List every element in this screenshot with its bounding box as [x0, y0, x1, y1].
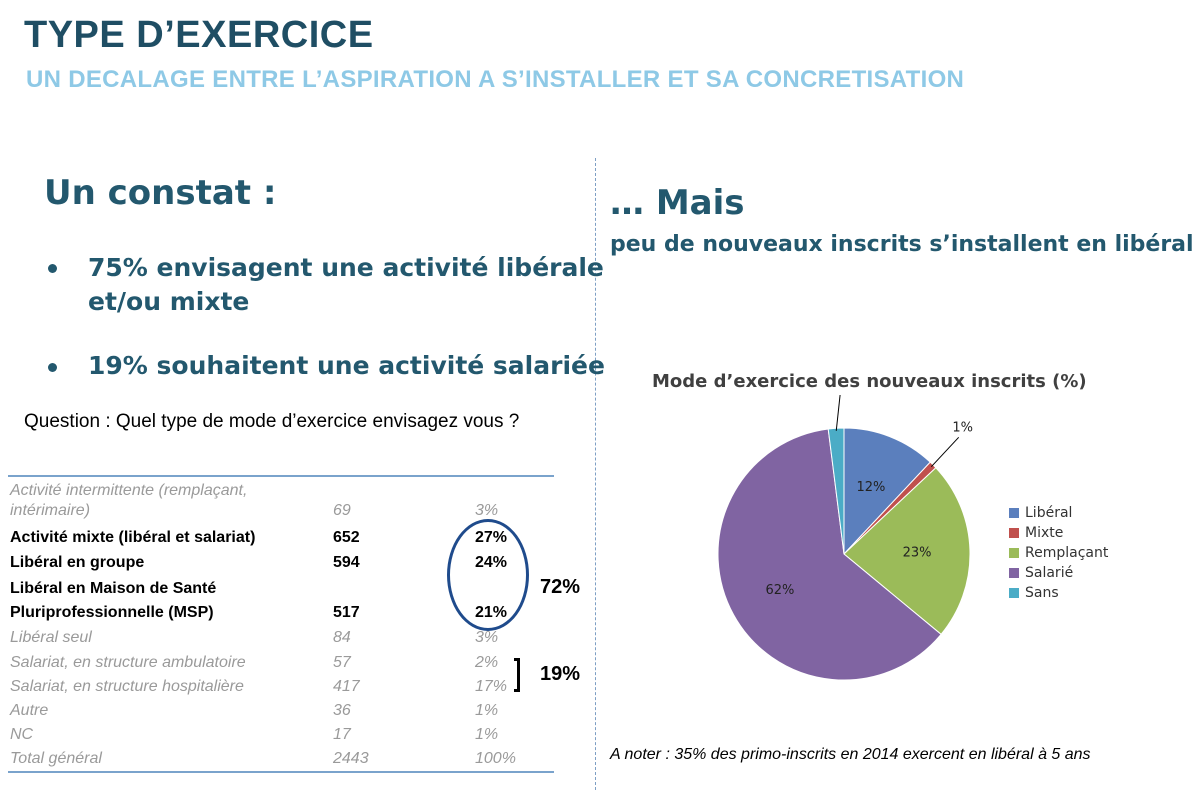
- pie-label-remplaçant: 23%: [903, 546, 932, 561]
- table-row-pct: 3%: [475, 629, 499, 646]
- pie-slice-salarié: [717, 428, 942, 681]
- chart-title: Mode d’exercice des nouveaux inscrits (%…: [652, 371, 1087, 392]
- legend-item: Sans: [1009, 583, 1108, 603]
- table-row-count: 594: [333, 554, 360, 571]
- legend-label: Mixte: [1025, 525, 1064, 541]
- table-row-count: 17: [333, 726, 351, 743]
- salariat-group-total: 19%: [540, 663, 581, 685]
- pie-leader-mixte: [930, 436, 960, 468]
- legend-label: Remplaçant: [1025, 545, 1109, 561]
- table-row-count: 652: [333, 529, 360, 546]
- question-text: Question : Quel type de mode d’exercice …: [24, 411, 520, 432]
- pie-label-libéral: 12%: [856, 480, 885, 495]
- table-top-rule: [8, 475, 554, 477]
- table-row-count: 2443: [333, 750, 369, 767]
- table-row-label: Autre: [10, 702, 49, 719]
- liberal-group-oval: [447, 519, 529, 631]
- bullet-liberal-line1: 75% envisagent une activité libérale: [88, 253, 604, 282]
- pie-label-mixte: 1%: [952, 420, 973, 435]
- table-row-label: NC: [10, 726, 34, 743]
- table-row-label: Salariat, en structure hospitalière: [10, 678, 244, 695]
- table-row-label-cont: intérimaire): [10, 502, 91, 519]
- constat-heading: Un constat :: [44, 173, 277, 213]
- table-row-count: 84: [333, 629, 351, 646]
- page-title: TYPE D’EXERCICE: [24, 14, 374, 56]
- table-row-label: Activité mixte (libéral et salariat): [10, 529, 256, 546]
- table-row-label: Libéral en Maison de Santé: [10, 580, 217, 597]
- bullet-salarie-line1: 19% souhaitent une activité salariée: [88, 351, 605, 380]
- mais-heading: … Mais: [610, 183, 745, 223]
- bullet-salarie: 19% souhaitent une activité salariée: [88, 349, 605, 383]
- table-row-count: 69: [333, 502, 351, 519]
- table-bottom-rule: [8, 771, 554, 773]
- liberal-group-total: 72%: [540, 576, 581, 598]
- table-row-count: 36: [333, 702, 351, 719]
- table-row-count: 57: [333, 654, 351, 671]
- pie-slice-remplaçant: [843, 467, 971, 636]
- page-subtitle: UN DECALAGE ENTRE L’ASPIRATION A S’INSTA…: [26, 66, 965, 93]
- table-row-pct: 3%: [475, 502, 499, 519]
- legend-label: Libéral: [1025, 505, 1073, 521]
- legend-swatch: [1009, 548, 1019, 558]
- pie-chart: 12%1%23%62%2%: [717, 395, 973, 681]
- column-divider: [595, 158, 596, 790]
- table-row-label: Total général: [10, 750, 102, 767]
- table-row-pct: 17%: [475, 678, 508, 695]
- salariat-bracket: [514, 658, 520, 692]
- pie-leader-sans: [835, 395, 841, 431]
- legend-swatch: [1009, 588, 1019, 598]
- legend-item: Salarié: [1009, 563, 1108, 583]
- bullet-dot: [48, 363, 57, 372]
- legend-label: Sans: [1025, 585, 1059, 601]
- bullet-liberal-line2: et/ou mixte: [88, 287, 250, 316]
- mais-subheading: peu de nouveaux inscrits s’installent en…: [610, 232, 1194, 257]
- chart-legend: Libéral Mixte Remplaçant Salarié Sans: [1009, 503, 1108, 603]
- legend-swatch: [1009, 568, 1019, 578]
- legend-swatch: [1009, 508, 1019, 518]
- table-row-pct: 1%: [475, 726, 499, 743]
- table-row-label: Activité intermittente (remplaçant,: [10, 482, 248, 499]
- legend-label: Salarié: [1025, 565, 1074, 581]
- table-row-pct: 2%: [475, 654, 499, 671]
- table-row-label: Libéral en groupe: [10, 554, 145, 571]
- footnote: A noter : 35% des primo-inscrits en 2014…: [610, 746, 1091, 763]
- bullet-liberal: 75% envisagent une activité libérale et/…: [88, 251, 604, 319]
- legend-item: Libéral: [1009, 503, 1108, 523]
- table-row-label: Libéral seul: [10, 629, 92, 646]
- legend-swatch: [1009, 528, 1019, 538]
- pie-label-salarié: 62%: [766, 583, 795, 598]
- pie-slice-libéral: [843, 427, 931, 556]
- legend-item: Mixte: [1009, 523, 1108, 543]
- legend-item: Remplaçant: [1009, 543, 1108, 563]
- table-row-count: 417: [333, 678, 360, 695]
- table-row-pct: 1%: [475, 702, 499, 719]
- table-row-label: Salariat, en structure ambulatoire: [10, 654, 246, 671]
- bullet-dot: [48, 264, 57, 273]
- table-row-pct: 100%: [475, 750, 516, 767]
- table-row-label-cont: Pluriprofessionnelle (MSP): [10, 604, 214, 621]
- table-row-count: 517: [333, 604, 360, 621]
